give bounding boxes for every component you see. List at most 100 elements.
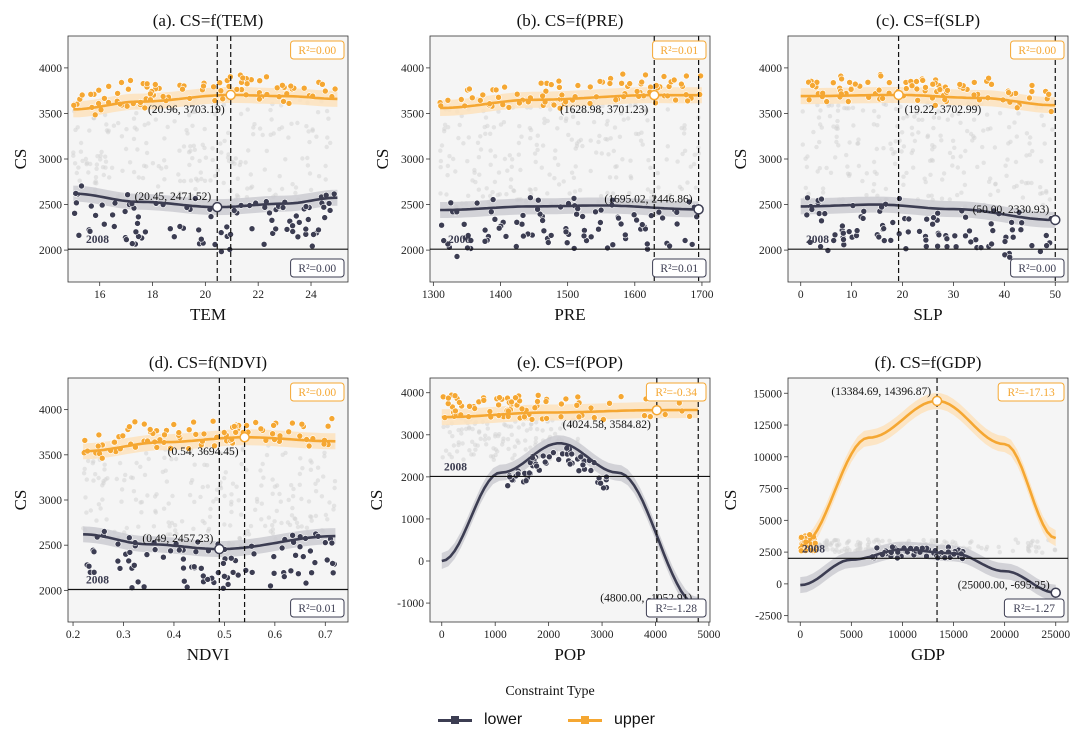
background-point: [493, 432, 498, 437]
background-point: [665, 107, 670, 112]
background-point: [325, 135, 330, 140]
background-point: [473, 447, 478, 452]
background-point: [469, 452, 474, 457]
background-point: [899, 149, 904, 154]
background-point: [664, 157, 669, 162]
x-tick-label: 3000: [591, 629, 614, 641]
background-point: [955, 192, 960, 198]
background-point: [151, 524, 157, 529]
background-point: [645, 118, 650, 123]
panel-1: (20.96, 3703.19) (20.45, 2471.52) 2008 R²=0…: [11, 11, 349, 324]
background-point: [76, 165, 81, 170]
y-tick-label: 2500: [759, 200, 782, 212]
lower-point: [295, 570, 302, 578]
lower-point: [859, 215, 867, 222]
upper-point: [141, 104, 149, 112]
upper-point: [543, 415, 550, 422]
lower-point: [987, 220, 995, 228]
background-point: [198, 170, 203, 175]
lower-point: [180, 564, 187, 572]
background-point: [206, 528, 211, 534]
background-point: [319, 494, 325, 499]
background-point: [290, 494, 296, 499]
upper-point: [913, 85, 921, 93]
lower-point: [887, 237, 895, 244]
y-tick-label: 5000: [759, 515, 782, 527]
background-point: [846, 106, 851, 111]
lower-point: [951, 232, 959, 240]
lower-point: [464, 232, 472, 239]
background-point: [588, 138, 593, 143]
upper-point: [466, 85, 473, 93]
background-point: [864, 193, 869, 198]
background-point: [506, 446, 511, 452]
lower-point: [580, 232, 588, 240]
lower-point: [539, 217, 546, 224]
background-point: [187, 113, 192, 118]
lower-point: [815, 210, 823, 217]
r2-lower-box: [290, 258, 345, 278]
plot-layer: [430, 378, 710, 622]
lower-point: [595, 225, 602, 233]
lower-point: [643, 240, 651, 248]
x-tick-label: 5000: [697, 629, 720, 641]
upper-point: [534, 391, 542, 399]
upper-optimum-marker: [649, 89, 660, 101]
lower-point: [621, 231, 629, 239]
background-point: [299, 524, 304, 529]
background-point: [298, 456, 303, 461]
background-point: [164, 479, 170, 484]
background-point: [888, 141, 893, 146]
y-tick-label: 12500: [753, 420, 782, 432]
background-point: [202, 520, 207, 526]
upper-point: [919, 77, 927, 84]
background-point: [134, 111, 139, 116]
background-point: [940, 177, 945, 182]
background-point: [237, 536, 243, 541]
lower-point: [190, 563, 198, 571]
background-point: [286, 497, 291, 503]
background-point: [1020, 195, 1026, 200]
upper-point: [492, 86, 500, 94]
background-point: [315, 465, 321, 470]
background-point: [287, 522, 293, 528]
lower-point: [171, 233, 178, 240]
background-point: [958, 154, 963, 159]
x-tick-label: 25000: [1041, 629, 1070, 641]
background-point: [210, 146, 215, 151]
background-point: [889, 147, 894, 152]
upper-point: [300, 84, 308, 92]
lower-point: [943, 235, 951, 242]
upper-point: [829, 79, 837, 86]
background-point: [1044, 188, 1049, 194]
lower-point: [329, 569, 337, 577]
lower-point: [673, 220, 681, 228]
background-point: [300, 466, 305, 471]
upper-point: [806, 531, 814, 539]
upper-point: [147, 90, 154, 98]
background-point: [511, 188, 517, 194]
background-point: [610, 191, 616, 196]
upper-point: [573, 401, 581, 409]
background-point: [208, 178, 213, 183]
x-tick-label: 16: [94, 289, 106, 301]
lower-point: [440, 237, 448, 244]
r2-upper-box: [290, 40, 345, 60]
background-point: [192, 499, 197, 505]
background-point: [445, 173, 450, 178]
lower-point: [502, 233, 510, 240]
background-point: [528, 422, 534, 427]
lower-point: [325, 200, 333, 207]
background-point: [909, 125, 915, 130]
legend-item-lower: lower: [438, 710, 522, 730]
background-point: [523, 438, 528, 443]
upper-point: [556, 84, 563, 91]
x-axis-label: TEM: [190, 305, 226, 324]
lower-point: [570, 195, 578, 202]
background-point: [207, 514, 213, 519]
background-point: [199, 176, 204, 182]
lower-point: [269, 230, 277, 237]
upper-point: [216, 79, 223, 86]
background-point: [191, 526, 196, 531]
upper-point-label: (19.22, 3702.99): [905, 104, 982, 116]
